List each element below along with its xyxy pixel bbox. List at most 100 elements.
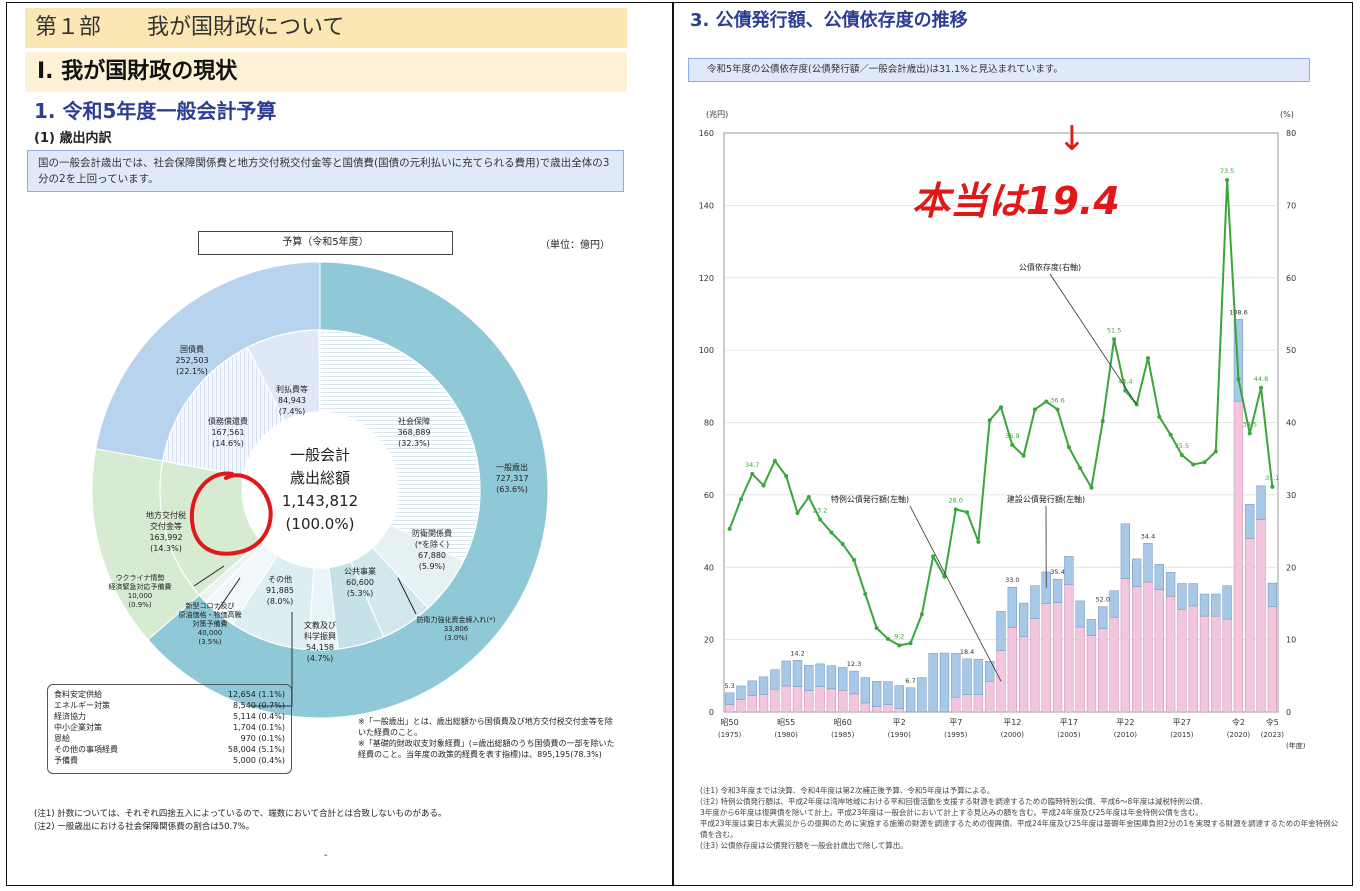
right-tick-label: 30 [1286, 491, 1296, 500]
bond-dependency-point [727, 526, 732, 531]
x-tick-year: (1975) [718, 731, 742, 739]
segment-label: 文教及び 科学振興 54,158 (4.7%) [304, 621, 336, 663]
construction-bond-bar [1030, 585, 1040, 619]
sub-sub-heading: (1) 歳出内訳 [34, 131, 112, 146]
deficit-bond-bar [883, 704, 893, 713]
x-tick-era: 平17 [1060, 718, 1078, 727]
value-label: 44.8 [1254, 375, 1268, 383]
value-label: 28.0 [949, 496, 963, 504]
construction-bond-bar [724, 692, 735, 705]
unit-label: （単位：億円） [540, 240, 610, 251]
misc-item-value: 5,114 (0.4%) [232, 712, 285, 721]
value-label: 36.9 [1005, 432, 1019, 440]
deficit-bond-bar [1086, 635, 1097, 713]
misc-item-value: 58,004 (5.1%) [227, 745, 285, 754]
construction-bond-bar [781, 660, 791, 687]
segment-label: 地方交付税 交付金等 163,992 (14.3%) [146, 511, 186, 553]
bond-dependency-point [931, 554, 936, 559]
segment-label: 利払費等 84,943 (7.4%) [276, 385, 308, 416]
defense-fund-leader-line [397, 577, 417, 615]
value-label: 33.0 [1005, 576, 1019, 584]
misc-expense-list: 食料安定供給 12,654 (1.1%) エネルギー対策 8,540 (0.7%) 経済… [47, 684, 292, 774]
section-header: Ⅰ. 我が国財政の現状 [25, 52, 627, 92]
deficit-bond-bar [1222, 618, 1232, 713]
bond-dependency-point [999, 405, 1003, 410]
value-label: 35.5 [1175, 442, 1189, 450]
construction-bond-bar [1199, 593, 1210, 617]
bond-dependency-point [1010, 442, 1015, 447]
value-label: 51.5 [1107, 326, 1121, 334]
page-dash: - [324, 850, 328, 861]
value-label: 6.7 [905, 677, 915, 685]
construction-bond-bar [871, 680, 882, 707]
construction-bond-bar [996, 611, 1006, 651]
misc-list-row: その他の事項経費 58,004 (5.1%) [54, 744, 285, 755]
ukraine-leader-line [193, 565, 225, 587]
bond-dependency-point [1145, 356, 1150, 361]
deficit-bond-bar [792, 686, 803, 713]
construction-bond-bar [1007, 586, 1017, 628]
deficit-bond-bar [1030, 618, 1040, 713]
deficit-bond-bar [985, 680, 995, 713]
construction-bond-bar [985, 661, 995, 682]
construction-bond-bar [1109, 590, 1119, 618]
bond-dependency-point [1168, 432, 1173, 437]
value-label: 38.5 [1242, 420, 1256, 428]
construction-bond-bar [973, 658, 984, 695]
page-frame [6, 2, 1353, 886]
x-tick-year: (1985) [831, 731, 855, 739]
construction-bond-bar [792, 660, 803, 687]
sub-heading: 1. 令和5年度一般会計予算 [34, 99, 277, 123]
construction-bond-bar [1018, 602, 1029, 637]
bond-dependency-point [1100, 419, 1105, 424]
construction-bond-bar [736, 685, 746, 700]
bond-dependency-point [1213, 449, 1218, 454]
deficit-bond-bar [1075, 626, 1085, 713]
right-note: (注1) 令和3年度までは決算、令和4年度は第2次補正後予算、令和5年度は予算に… [700, 786, 995, 795]
misc-item-value: 8,540 (0.7%) [232, 701, 285, 710]
construction-bond-bar [1132, 558, 1142, 587]
construction-bond-bar [1177, 583, 1187, 610]
right-tick-label: 0 [1286, 708, 1291, 717]
callout-label: 公債依存度(右軸) [1019, 262, 1081, 272]
left-tick-label: 160 [699, 129, 714, 138]
construction-bond-bar [917, 677, 927, 713]
x-tick-year: (2005) [1057, 731, 1081, 739]
left-axis-label: (兆円) [706, 109, 728, 119]
construction-bond-bar [962, 658, 972, 695]
part-number: 第１部 [35, 15, 102, 40]
right-heading: 3. 公債発行額、公債依存度の推移 [690, 10, 968, 31]
construction-bond-bar [758, 676, 769, 695]
bond-dependency-point [1225, 178, 1230, 183]
bond-dependency-point [806, 495, 811, 500]
defense-fund-label: 防衛力強化資金繰入れ(*) 33,806 (3.0%) [416, 616, 496, 642]
construction-bond-bar [894, 685, 904, 709]
construction-bond-bar [849, 670, 859, 695]
construction-bond-bar [826, 665, 837, 690]
construction-bond-bar [1211, 593, 1221, 617]
x-tick-year: (2020) [1227, 731, 1251, 739]
x-tick-era: 平22 [1116, 718, 1134, 727]
bond-dependency-point [1021, 453, 1026, 458]
value-label: 31.1 [1265, 474, 1279, 482]
annotation-arrow: ↓ [1058, 119, 1087, 159]
deficit-bond-bar [1007, 627, 1017, 713]
center-pct: (100.0%) [285, 515, 355, 533]
construction-bond-bar [1267, 582, 1278, 607]
general-expenditure-note: ※「一般歳出」とは、歳出総額から国債費及び地方交付税交付金等を除いた経費のこと。… [358, 717, 615, 759]
deficit-bond-bar [894, 708, 904, 713]
ukraine-reserve-label: ウクライナ情勢 経済緊急対応予備費 10,000 (0.9%) [108, 574, 172, 609]
misc-leader-line [250, 612, 293, 707]
bond-dependency-point [1247, 431, 1252, 436]
value-label: 36.6 [1050, 396, 1064, 404]
misc-list-row: 予備費 5,000 (0.4%) [54, 755, 285, 766]
bond-dependency-point [1236, 377, 1241, 382]
misc-item-name: 食料安定供給 [54, 690, 102, 699]
bond-dependency-point [919, 612, 924, 617]
red-circle-annotation [189, 471, 273, 556]
deficit-bond-bar [871, 706, 882, 713]
construction-bond-bar [1075, 600, 1085, 628]
deficit-bond-bar [826, 688, 837, 713]
construction-bond-bar [815, 663, 825, 687]
